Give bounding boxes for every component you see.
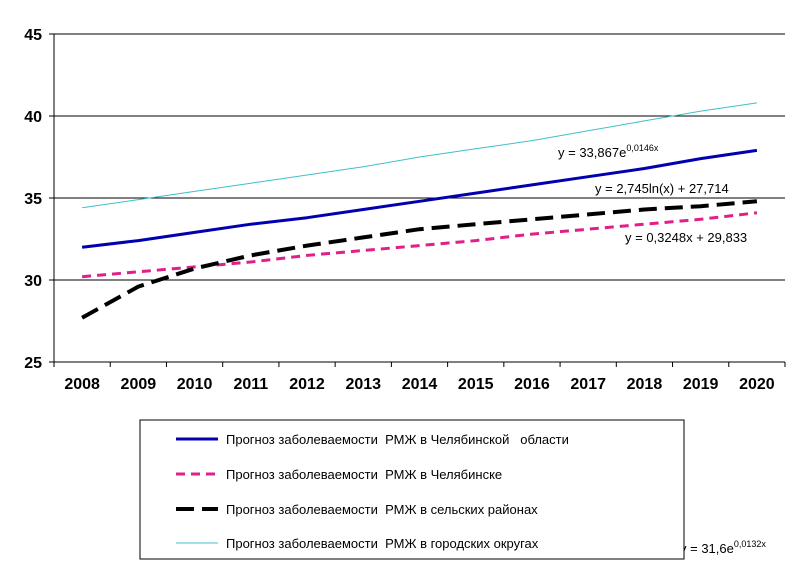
series-line-4 xyxy=(82,102,757,209)
trendline-equations: y = 33,867e0,0146x y = 0,3248x + 29,833 y … xyxy=(558,143,766,556)
x-tick-label: 2020 xyxy=(739,376,775,393)
x-tick-label: 2011 xyxy=(233,376,268,393)
x-tick-label: 2008 xyxy=(64,376,100,393)
x-tick-label: 2016 xyxy=(514,376,550,393)
legend-label-3: Прогноз заболеваемости РМЖ в сельских ра… xyxy=(226,502,538,517)
y-tick-labels: 25 30 35 40 45 xyxy=(24,27,42,372)
x-tick-label: 2015 xyxy=(458,376,494,393)
series-line-1 xyxy=(81,148,758,249)
x-tick-label: 2013 xyxy=(345,376,381,393)
x-tick-label: 2010 xyxy=(177,376,213,393)
y-tick-label: 25 xyxy=(24,355,42,372)
legend-label-2: Прогноз заболеваемости РМЖ в Челябинске xyxy=(226,467,502,482)
y-tick-label: 30 xyxy=(24,273,42,290)
y-tick-label: 35 xyxy=(24,191,42,208)
series-lines xyxy=(81,102,758,320)
x-tick-label: 2014 xyxy=(402,376,438,393)
legend-label-4: Прогноз заболеваемости РМЖ в городских о… xyxy=(226,536,539,551)
y-tick-label: 45 xyxy=(24,27,42,44)
series-line-2 xyxy=(81,211,758,279)
x-tick-labels: 2008 2009 2010 2011 2012 2013 2014 2015 2016 2017… xyxy=(64,376,774,393)
x-tick-label: 2017 xyxy=(570,376,606,393)
legend-box xyxy=(139,419,685,560)
x-tick-label: 2009 xyxy=(121,376,157,393)
legend-label-1: Прогноз заболеваемости РМЖ в Челябинской… xyxy=(226,432,569,447)
x-tick-label: 2018 xyxy=(627,376,663,393)
trendline-equation-3: y = 2,745ln(x) + 27,714 xyxy=(595,181,729,196)
trendline-equation-4: y = 31,6e0,0132x xyxy=(680,539,766,556)
legend: Прогноз заболеваемости РМЖ в Челябинской… xyxy=(139,419,685,560)
x-tick-label: 2019 xyxy=(683,376,719,393)
y-tick-label: 40 xyxy=(24,109,42,126)
series-line-3 xyxy=(81,199,758,320)
x-tick-label: 2012 xyxy=(289,376,325,393)
trendline-equation-2: y = 0,3248x + 29,833 xyxy=(625,230,747,245)
axes xyxy=(49,33,786,367)
gridlines xyxy=(54,33,785,281)
trendline-equation-1: y = 33,867e0,0146x xyxy=(558,143,659,160)
